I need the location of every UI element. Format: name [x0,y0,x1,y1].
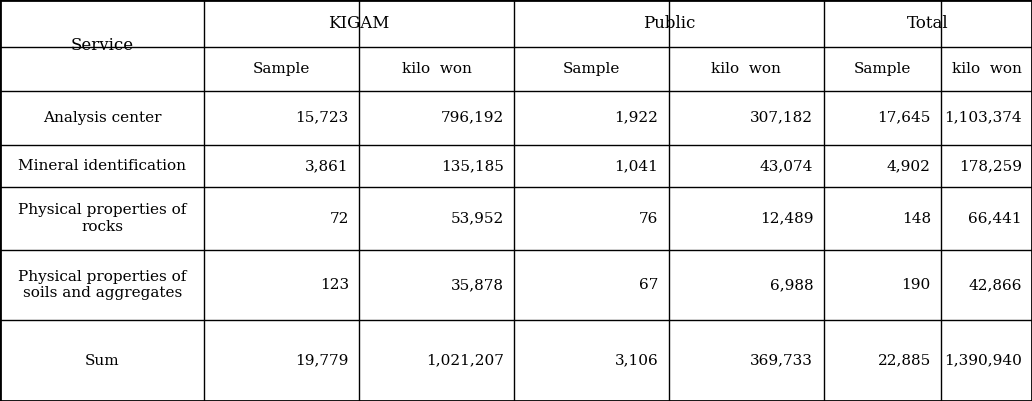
Text: 190: 190 [902,278,931,292]
Text: kilo  won: kilo won [401,62,472,76]
Text: 1,103,374: 1,103,374 [944,111,1022,125]
Text: 17,645: 17,645 [877,111,931,125]
Text: KIGAM: KIGAM [328,15,390,32]
Text: 12,489: 12,489 [760,212,813,225]
Text: 1,041: 1,041 [614,159,658,173]
Text: Sample: Sample [253,62,311,76]
Text: Analysis center: Analysis center [43,111,161,125]
Text: Physical properties of
soils and aggregates: Physical properties of soils and aggrega… [18,270,187,300]
Text: 1,021,207: 1,021,207 [426,354,504,368]
Text: 35,878: 35,878 [451,278,504,292]
Text: Mineral identification: Mineral identification [19,159,186,173]
Text: 148: 148 [902,212,931,225]
Text: kilo  won: kilo won [711,62,781,76]
Text: 67: 67 [639,278,658,292]
Text: Sample: Sample [562,62,620,76]
Text: 1,922: 1,922 [614,111,658,125]
Text: 53,952: 53,952 [450,212,504,225]
Text: 3,861: 3,861 [305,159,349,173]
Text: 123: 123 [320,278,349,292]
Text: kilo  won: kilo won [952,62,1022,76]
Text: 1,390,940: 1,390,940 [944,354,1022,368]
Text: 42,866: 42,866 [968,278,1022,292]
Text: 178,259: 178,259 [959,159,1022,173]
Text: 4,902: 4,902 [886,159,931,173]
Text: 3,106: 3,106 [615,354,658,368]
Text: 6,988: 6,988 [770,278,813,292]
Text: Total: Total [907,15,948,32]
Text: 796,192: 796,192 [441,111,504,125]
Text: 76: 76 [639,212,658,225]
Text: 66,441: 66,441 [968,212,1022,225]
Text: Service: Service [70,37,134,54]
Text: 135,185: 135,185 [441,159,504,173]
Text: 369,733: 369,733 [750,354,813,368]
Text: Sample: Sample [853,62,911,76]
Text: 22,885: 22,885 [877,354,931,368]
Text: 19,779: 19,779 [295,354,349,368]
Text: 72: 72 [329,212,349,225]
Text: Physical properties of
rocks: Physical properties of rocks [18,203,187,234]
Text: Public: Public [643,15,695,32]
Text: 15,723: 15,723 [295,111,349,125]
Text: 307,182: 307,182 [750,111,813,125]
Text: Sum: Sum [85,354,120,368]
Text: 43,074: 43,074 [760,159,813,173]
